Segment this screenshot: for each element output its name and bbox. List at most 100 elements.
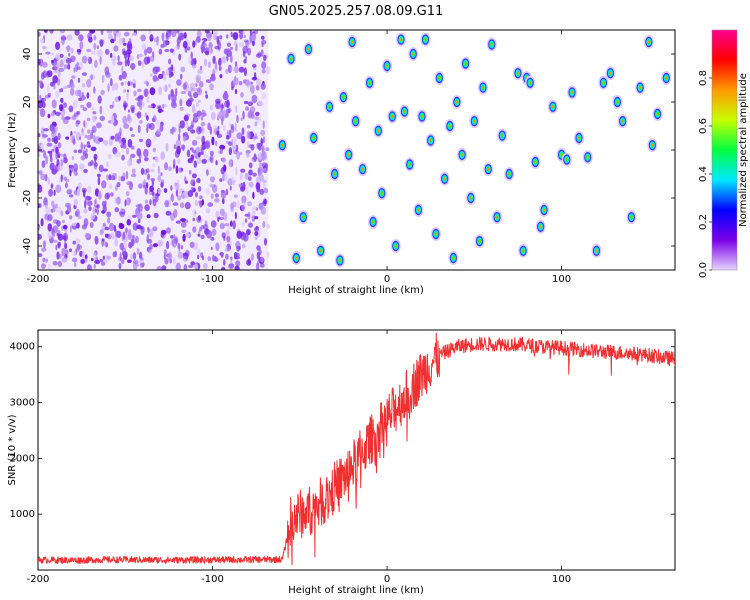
chart-title: GN05.2025.257.08.09.G11: [269, 4, 444, 19]
noise-speck: [244, 172, 250, 180]
noise-speck: [53, 189, 56, 196]
noise-speck: [118, 175, 121, 182]
noise-speck: [205, 90, 207, 95]
noise-speck: [205, 79, 212, 83]
noise-speck: [73, 130, 77, 135]
noise-speck: [146, 246, 150, 252]
noise-speck: [158, 86, 163, 96]
spectral-feature: [291, 251, 302, 265]
noise-speck: [86, 117, 91, 122]
noise-speck: [243, 100, 249, 105]
noise-speck: [52, 204, 56, 213]
noise-speck: [57, 132, 61, 141]
noise-speck: [197, 254, 200, 260]
noise-speck: [97, 173, 101, 178]
noise-speck: [239, 204, 245, 212]
noise-speck: [255, 262, 260, 270]
noise-speck: [157, 188, 162, 195]
noise-speck: [237, 200, 240, 209]
noise-speck: [155, 119, 161, 128]
noise-speck: [180, 144, 186, 150]
noise-speck: [235, 260, 241, 267]
noise-speck: [80, 142, 84, 151]
noise-speck: [90, 213, 96, 220]
noise-speck: [248, 169, 253, 176]
noise-speck: [49, 162, 55, 171]
noise-speck: [265, 66, 271, 75]
noise-speck: [207, 35, 212, 42]
noise-speck: [228, 263, 234, 270]
spectrogram-x-ticks: -200 -100 0 100: [27, 30, 571, 285]
noise-speck: [234, 265, 240, 270]
noise-speck: [190, 129, 196, 134]
noise-speck: [221, 157, 226, 163]
noise-speck: [168, 58, 172, 65]
noise-speck: [142, 181, 147, 187]
noise-speck: [75, 238, 81, 246]
noise-speck: [227, 108, 231, 113]
noise-speck: [137, 88, 142, 93]
noise-speck: [201, 255, 205, 261]
noise-speck: [240, 117, 243, 121]
noise-speck: [48, 235, 52, 239]
noise-speck: [40, 72, 45, 80]
noise-speck: [184, 201, 191, 210]
noise-speck: [135, 204, 141, 208]
noise-speck: [227, 178, 233, 186]
noise-speck: [193, 113, 199, 118]
noise-speck: [45, 51, 51, 55]
noise-speck: [218, 216, 221, 220]
noise-speck: [110, 38, 115, 44]
noise-speck: [164, 162, 169, 171]
noise-speck: [181, 229, 187, 234]
snr-series-line: [38, 332, 675, 566]
noise-speck: [60, 97, 64, 104]
spectral-feature: [350, 114, 361, 129]
noise-speck: [74, 210, 79, 217]
noise-speck: [62, 219, 65, 224]
noise-speck: [174, 45, 180, 51]
noise-speck: [219, 178, 223, 182]
colorbar-tick-label: 0.2: [698, 214, 709, 230]
noise-speck: [161, 265, 167, 270]
noise-speck: [171, 126, 175, 135]
noise-speck: [193, 91, 199, 99]
noise-speck: [110, 52, 113, 58]
noise-speck: [266, 251, 270, 259]
noise-speck: [262, 136, 266, 144]
noise-speck: [166, 227, 171, 234]
noise-speck: [257, 258, 260, 267]
noise-speck: [239, 172, 243, 181]
noise-speck: [73, 163, 79, 172]
noise-speck: [116, 196, 121, 205]
noise-speck: [204, 30, 210, 34]
noise-speck: [259, 174, 265, 182]
noise-speck: [207, 156, 211, 163]
noise-speck: [71, 75, 76, 79]
noise-speck: [76, 244, 83, 250]
noise-speck: [121, 71, 127, 80]
spectral-feature: [376, 186, 387, 201]
noise-speck: [196, 136, 201, 140]
noise-speck: [197, 186, 202, 192]
noise-speck: [168, 83, 171, 88]
noise-speck: [40, 263, 46, 269]
noise-speck: [70, 47, 74, 54]
noise-speck: [40, 142, 44, 151]
noise-speck: [64, 243, 68, 250]
noise-speck: [194, 39, 198, 46]
noise-speck: [104, 226, 110, 231]
noise-speck: [83, 144, 86, 150]
noise-speck: [80, 258, 85, 265]
spectral-feature: [277, 138, 288, 153]
noise-speck: [38, 226, 41, 230]
noise-speck: [137, 219, 141, 223]
noise-speck: [254, 231, 259, 236]
noise-speck: [244, 39, 249, 43]
noise-speck: [76, 222, 80, 229]
noise-speck: [42, 257, 46, 263]
noise-speck: [149, 199, 152, 206]
noise-speck: [238, 183, 242, 188]
noise-speck: [176, 30, 179, 34]
noise-speck: [73, 198, 79, 206]
